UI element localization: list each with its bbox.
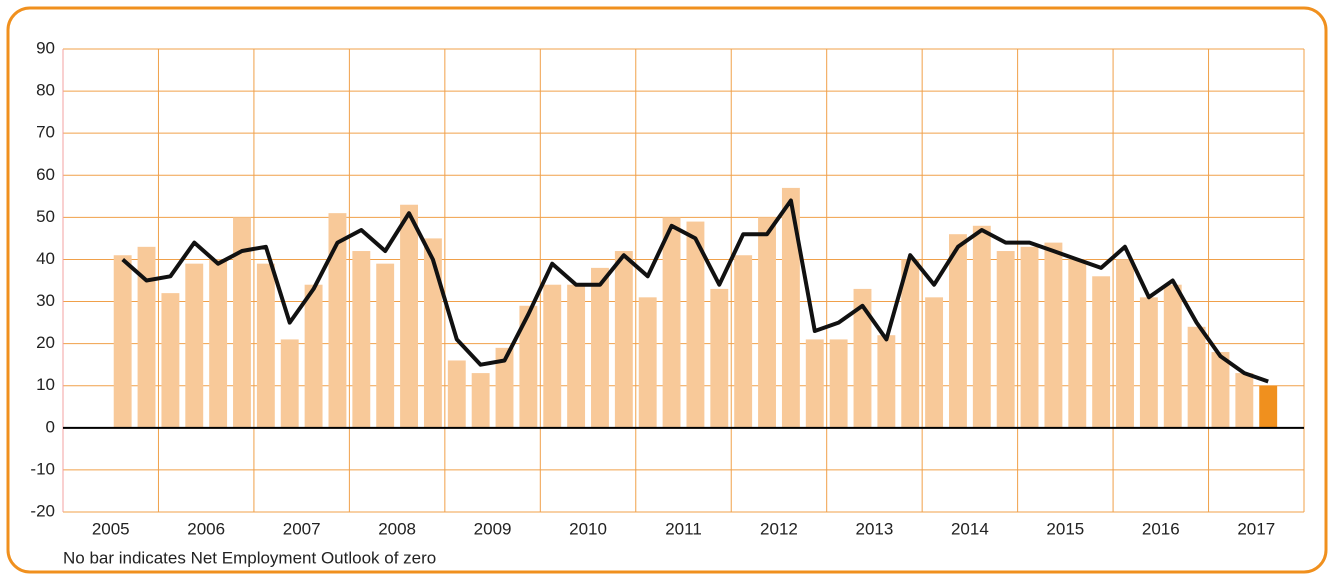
bar bbox=[209, 259, 228, 428]
bar bbox=[734, 255, 753, 428]
bar bbox=[328, 213, 347, 428]
bar bbox=[519, 305, 538, 428]
y-tick-label: 90 bbox=[36, 38, 55, 57]
bar bbox=[972, 225, 991, 428]
x-tick-label: 2012 bbox=[760, 519, 798, 538]
bar bbox=[614, 251, 633, 428]
bar bbox=[1187, 326, 1206, 428]
bar bbox=[376, 263, 395, 428]
y-tick-label: 70 bbox=[36, 123, 55, 142]
bar bbox=[662, 217, 681, 428]
bar bbox=[471, 373, 490, 428]
bar bbox=[901, 259, 920, 428]
bar bbox=[543, 284, 562, 428]
bar bbox=[1163, 284, 1182, 428]
bar bbox=[1116, 259, 1134, 428]
bar bbox=[1235, 373, 1254, 428]
bar bbox=[996, 251, 1015, 428]
bar bbox=[304, 284, 323, 428]
x-tick-label: 2017 bbox=[1237, 519, 1275, 538]
bar bbox=[925, 297, 944, 428]
x-tick-label: 2016 bbox=[1142, 519, 1180, 538]
bar bbox=[185, 263, 204, 428]
y-tick-label: -10 bbox=[30, 459, 55, 478]
bar bbox=[352, 251, 371, 428]
bar bbox=[1259, 385, 1278, 428]
bar bbox=[1139, 297, 1158, 428]
bar bbox=[423, 238, 442, 428]
bar bbox=[113, 255, 132, 428]
bar bbox=[805, 339, 824, 428]
bar bbox=[853, 288, 872, 428]
bar bbox=[758, 217, 776, 428]
bar bbox=[567, 284, 586, 428]
x-tick-label: 2010 bbox=[569, 519, 607, 538]
bar bbox=[686, 221, 705, 428]
y-tick-label: -20 bbox=[30, 501, 55, 520]
bar bbox=[256, 263, 275, 428]
bar bbox=[495, 347, 514, 428]
footnote: No bar indicates Net Employment Outlook … bbox=[63, 548, 436, 567]
y-tick-label: 30 bbox=[36, 291, 55, 310]
y-tick-label: 40 bbox=[36, 249, 55, 268]
bar bbox=[591, 267, 609, 428]
bar bbox=[1020, 246, 1039, 428]
y-tick-label: 20 bbox=[36, 333, 55, 352]
x-tick-label: 2005 bbox=[92, 519, 130, 538]
y-tick-label: 0 bbox=[46, 417, 55, 436]
x-tick-label: 2009 bbox=[474, 519, 512, 538]
x-tick-label: 2006 bbox=[187, 519, 225, 538]
bar bbox=[400, 204, 418, 428]
x-tick-label: 2008 bbox=[378, 519, 416, 538]
x-tick-label: 2011 bbox=[665, 519, 702, 538]
x-tick-label: 2007 bbox=[283, 519, 321, 538]
x-tick-label: 2014 bbox=[951, 519, 989, 538]
y-tick-label: 50 bbox=[36, 207, 55, 226]
bar bbox=[638, 297, 657, 428]
bar bbox=[137, 246, 156, 428]
bar bbox=[447, 360, 466, 428]
bar bbox=[949, 234, 967, 428]
bar bbox=[233, 217, 251, 428]
bar bbox=[781, 187, 800, 428]
x-tick-label: 2013 bbox=[856, 519, 894, 538]
bar bbox=[1068, 259, 1087, 428]
bar bbox=[161, 293, 180, 428]
bar bbox=[1044, 242, 1063, 428]
y-tick-label: 80 bbox=[36, 81, 55, 100]
frame bbox=[6, 6, 1328, 574]
x-tick-label: 2015 bbox=[1046, 519, 1084, 538]
bar bbox=[1092, 276, 1111, 428]
bar bbox=[1211, 352, 1230, 428]
y-tick-label: 60 bbox=[36, 165, 55, 184]
bar bbox=[877, 335, 896, 428]
bar bbox=[710, 288, 729, 428]
trend-line bbox=[121, 198, 1269, 384]
y-tick-label: 10 bbox=[36, 375, 55, 394]
bar bbox=[829, 339, 848, 428]
bar bbox=[280, 339, 299, 428]
